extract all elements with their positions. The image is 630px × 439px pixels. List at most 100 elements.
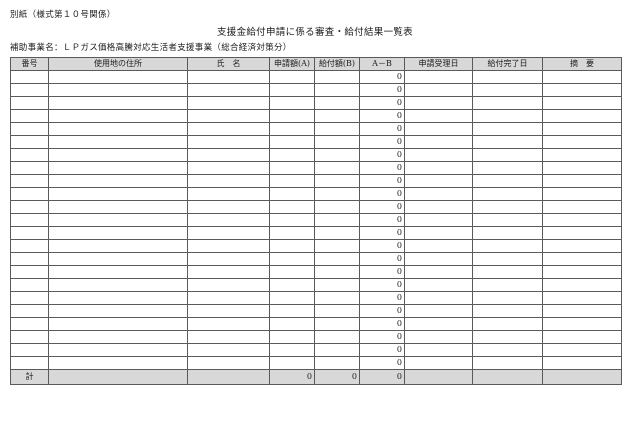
cell-completed-date: [472, 304, 543, 318]
cell-number: [10, 265, 49, 279]
cell-application-amount: [269, 161, 315, 175]
cell-payment-amount: [314, 226, 360, 240]
cell-name: [187, 291, 270, 305]
header-row: 番号 使用地の住所 氏 名 申請額(A) 給付額(B) A－B 申請受理日 給付…: [10, 57, 622, 71]
cell-address: [48, 265, 188, 279]
cell-address: [48, 317, 188, 331]
cell-number: [10, 213, 49, 227]
cell-payment-amount: [314, 135, 360, 149]
cell-application-amount: [269, 83, 315, 97]
cell-remarks: [542, 278, 622, 292]
cell-completed-date: [472, 317, 543, 331]
cell-remarks: [542, 122, 622, 136]
cell-accepted-date: [404, 148, 473, 162]
table-row: 0: [10, 239, 622, 253]
table-row: 0: [10, 278, 622, 292]
table-row: 0: [10, 330, 622, 344]
cell-a-minus-b: 0: [359, 343, 405, 357]
table-row: 0: [10, 213, 622, 227]
cell-application-amount: [269, 96, 315, 110]
cell-number: [10, 83, 49, 97]
cell-completed-date: [472, 239, 543, 253]
cell-number: [10, 109, 49, 123]
table-row: 0: [10, 83, 622, 97]
cell-completed-date: [472, 200, 543, 214]
cell-accepted-date: [404, 96, 473, 110]
project-name-label: 補助事業名：ＬＰガス価格高騰対応生活者支援事業（総合経済対策分）: [10, 43, 292, 53]
cell-a-minus-b: 0: [359, 278, 405, 292]
cell-number: [10, 122, 49, 136]
cell-name: [187, 122, 270, 136]
cell-name: [187, 343, 270, 357]
cell-address: [48, 278, 188, 292]
cell-completed-date: [472, 135, 543, 149]
total-a-minus-b: 0: [359, 369, 405, 385]
cell-payment-amount: [314, 330, 360, 344]
cell-a-minus-b: 0: [359, 135, 405, 149]
cell-name: [187, 200, 270, 214]
cell-payment-amount: [314, 317, 360, 331]
cell-address: [48, 83, 188, 97]
col-header-address: 使用地の住所: [48, 57, 188, 71]
cell-a-minus-b: 0: [359, 200, 405, 214]
cell-address: [48, 213, 188, 227]
cell-remarks: [542, 239, 622, 253]
cell-completed-date: [472, 122, 543, 136]
cell-application-amount: [269, 122, 315, 136]
cell-number: [10, 330, 49, 344]
page-title: 支援金給付申請に係る審査・給付結果一覧表: [216, 27, 413, 38]
col-header-name: 氏 名: [187, 57, 270, 71]
cell-completed-date: [472, 174, 543, 188]
cell-accepted-date: [404, 265, 473, 279]
cell-accepted-date: [404, 109, 473, 123]
cell-accepted-date: [404, 330, 473, 344]
table-row: 0: [10, 109, 622, 123]
total-label: 計: [10, 369, 49, 385]
total-payment-amount: 0: [314, 369, 360, 385]
cell-address: [48, 148, 188, 162]
cell-number: [10, 200, 49, 214]
cell-application-amount: [269, 148, 315, 162]
cell-name: [187, 148, 270, 162]
cell-address: [48, 96, 188, 110]
cell-completed-date: [472, 278, 543, 292]
total-row: 計 0 0 0: [10, 369, 622, 385]
cell-remarks: [542, 161, 622, 175]
cell-remarks: [542, 265, 622, 279]
cell-completed-date: [472, 252, 543, 266]
cell-remarks: [542, 70, 622, 84]
table-row: 0: [10, 200, 622, 214]
cell-number: [10, 291, 49, 305]
cell-remarks: [542, 109, 622, 123]
col-header-application-amount: 申請額(A): [269, 57, 315, 71]
cell-accepted-date: [404, 135, 473, 149]
table-row: 0: [10, 148, 622, 162]
cell-number: [10, 226, 49, 240]
cell-completed-date: [472, 187, 543, 201]
cell-remarks: [542, 148, 622, 162]
cell-name: [187, 278, 270, 292]
cell-name: [187, 135, 270, 149]
cell-completed-date: [472, 161, 543, 175]
cell-name: [187, 239, 270, 253]
cell-address: [48, 226, 188, 240]
cell-payment-amount: [314, 343, 360, 357]
total-address-diagonal-cell: [48, 369, 188, 385]
cell-a-minus-b: 0: [359, 161, 405, 175]
cell-a-minus-b: 0: [359, 252, 405, 266]
table-row: 0: [10, 96, 622, 110]
cell-address: [48, 122, 188, 136]
table-row: 0: [10, 291, 622, 305]
cell-payment-amount: [314, 252, 360, 266]
cell-name: [187, 265, 270, 279]
cell-remarks: [542, 226, 622, 240]
cell-completed-date: [472, 213, 543, 227]
cell-accepted-date: [404, 304, 473, 318]
cell-name: [187, 83, 270, 97]
cell-payment-amount: [314, 161, 360, 175]
cell-address: [48, 161, 188, 175]
cell-a-minus-b: 0: [359, 174, 405, 188]
cell-a-minus-b: 0: [359, 96, 405, 110]
cell-a-minus-b: 0: [359, 83, 405, 97]
table-row: 0: [10, 226, 622, 240]
